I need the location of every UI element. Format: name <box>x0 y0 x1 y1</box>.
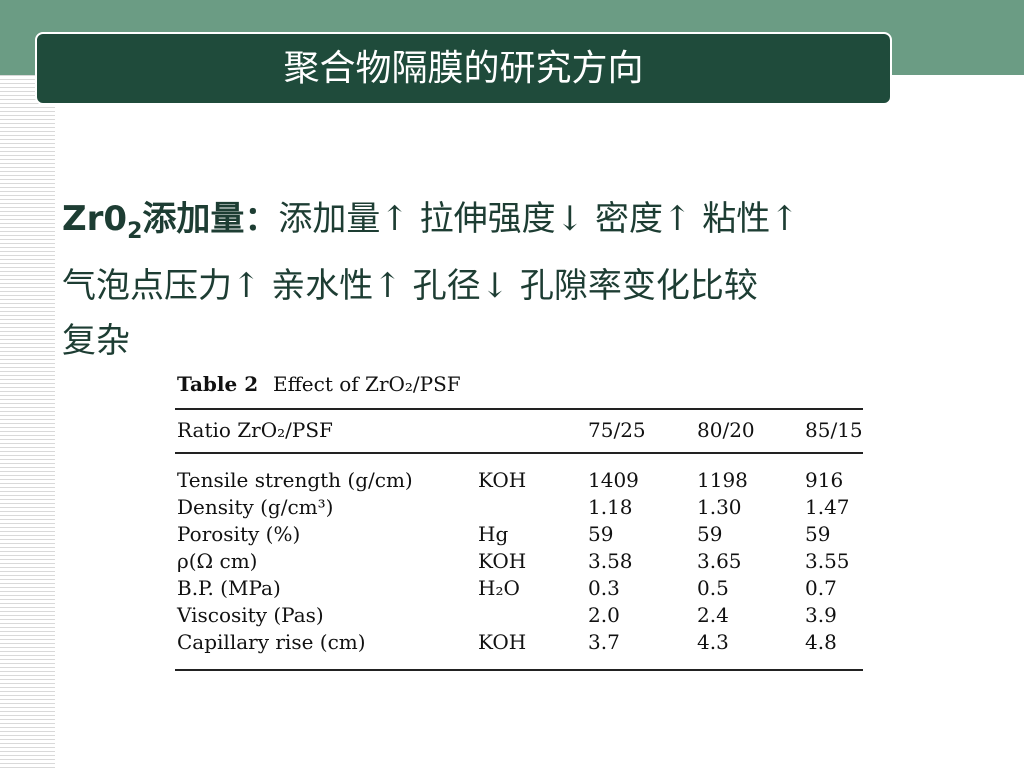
row-label: ρ(Ω cm) <box>177 549 258 573</box>
lead-suffix: 添加量： <box>142 199 279 239</box>
cell: 0.7 <box>805 576 837 600</box>
row-label: Tensile strength (g/cm) <box>177 468 413 492</box>
header-column: 85/15 <box>805 418 863 442</box>
cell: 4.8 <box>805 630 837 654</box>
cell: 1409 <box>588 468 639 492</box>
cell: 4.3 <box>697 630 729 654</box>
row-method: KOH <box>478 549 527 573</box>
body-line: 复杂 <box>62 320 130 361</box>
rule <box>175 669 863 671</box>
cell: 3.65 <box>697 549 742 573</box>
slide-title: 聚合物隔膜的研究方向 <box>35 32 892 105</box>
row-method: KOH <box>478 630 527 654</box>
header-column: 75/25 <box>588 418 646 442</box>
cell: 0.3 <box>588 576 620 600</box>
header-label: Ratio ZrO₂/PSF <box>177 418 333 442</box>
cell: 3.55 <box>805 549 850 573</box>
cell: 3.58 <box>588 549 633 573</box>
cell: 59 <box>588 522 614 546</box>
header-column: 80/20 <box>697 418 755 442</box>
cell: 1.47 <box>805 495 850 519</box>
cell: 59 <box>805 522 831 546</box>
row-label: B.P. (MPa) <box>177 576 281 600</box>
cell: 3.9 <box>805 603 837 627</box>
cell: 2.0 <box>588 603 620 627</box>
lead: Zr02添加量： <box>62 199 279 244</box>
cell: 1198 <box>697 468 748 492</box>
caption-label: Table 2 <box>177 372 259 396</box>
cell: 0.5 <box>697 576 729 600</box>
caption: Effect of ZrO₂/PSF <box>273 372 461 396</box>
cell: 2.4 <box>697 603 729 627</box>
table-image: Table 2 Effect of ZrO₂/PSF Ratio ZrO₂/PS… <box>165 368 870 673</box>
lead-text: Zr0 <box>62 199 128 239</box>
row-label: Porosity (%) <box>177 522 301 546</box>
rule <box>175 452 863 454</box>
row-method: Hg <box>478 522 509 546</box>
lead-subscript: 2 <box>127 218 143 244</box>
row-method: H₂O <box>478 576 520 600</box>
body-text: Zr02添加量：添加量↑ 拉伸强度↓ 密度↑ 粘性↑ 气泡点压力↑ 亲水性↑ 孔径… <box>62 192 982 369</box>
rule <box>175 408 863 410</box>
row-label: Density (g/cm³) <box>177 495 334 519</box>
body-line: 添加量↑ 拉伸强度↓ 密度↑ 粘性↑ <box>278 199 799 239</box>
row-method: KOH <box>478 468 527 492</box>
row-label: Capillary rise (cm) <box>177 630 366 654</box>
cell: 1.18 <box>588 495 633 519</box>
cell: 59 <box>697 522 723 546</box>
cell: 3.7 <box>588 630 620 654</box>
cell: 916 <box>805 468 844 492</box>
side-stripes <box>0 75 55 768</box>
cell: 1.30 <box>697 495 742 519</box>
row-label: Viscosity (Pas) <box>177 603 324 627</box>
body-line: 气泡点压力↑ 亲水性↑ 孔径↓ 孔隙率变化比较 <box>62 265 758 306</box>
